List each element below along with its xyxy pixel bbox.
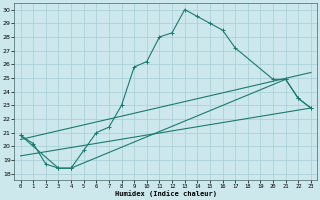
- X-axis label: Humidex (Indice chaleur): Humidex (Indice chaleur): [115, 190, 217, 197]
